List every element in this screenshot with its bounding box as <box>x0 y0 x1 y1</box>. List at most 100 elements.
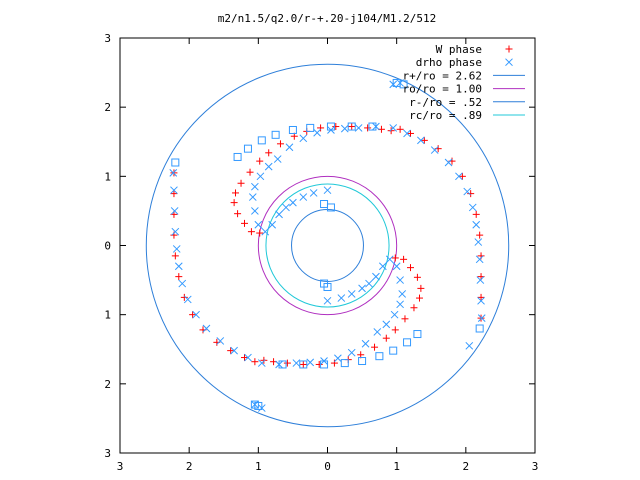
point-series-1-d2 <box>477 296 485 305</box>
x-tick-label: 0 <box>324 460 331 473</box>
circle-2.62 <box>145 63 510 428</box>
point-series-1 <box>172 245 181 253</box>
point-series-1 <box>463 187 472 196</box>
y-tick-label: 2 <box>104 101 111 114</box>
point-series-0 <box>317 124 325 132</box>
point-series-1 <box>216 337 225 345</box>
point-series-1-d2 <box>323 296 332 305</box>
y-tick-label: 2 <box>104 378 111 391</box>
point-series-0 <box>251 358 259 366</box>
point-series-1 <box>254 220 263 229</box>
point-series-1 <box>475 255 484 264</box>
point-series-1 <box>477 296 485 305</box>
point-series-1-d2 <box>358 284 366 293</box>
point-series-1 <box>268 220 277 229</box>
point-series-1-d2 <box>389 124 398 132</box>
point-series-0 <box>241 219 248 227</box>
y-tick-label: 3 <box>104 32 111 45</box>
point-series-0 <box>283 359 291 367</box>
point-series-1 <box>477 314 486 322</box>
circle-0.52 <box>291 209 364 282</box>
point-series-1 <box>347 290 356 298</box>
point-series-0 <box>382 334 390 342</box>
point-series-2 <box>233 152 242 161</box>
point-series-1 <box>398 290 407 298</box>
point-series-0 <box>415 294 423 302</box>
point-series-1 <box>417 136 425 145</box>
point-series-0 <box>371 343 379 351</box>
point-series-2 <box>271 130 280 139</box>
x-tick-label: 1 <box>393 460 400 473</box>
point-series-1 <box>382 320 391 329</box>
point-series-0 <box>400 255 408 263</box>
point-series-1-d2 <box>178 279 187 288</box>
point-series-1-d2 <box>230 346 238 355</box>
data-markers <box>169 78 486 412</box>
point-series-1-d2 <box>251 207 259 215</box>
point-series-1-d2 <box>347 348 356 357</box>
point-series-1-d2 <box>378 262 387 271</box>
legend-label: W phase <box>436 43 482 56</box>
point-series-0 <box>246 168 254 176</box>
point-series-0 <box>299 360 307 368</box>
point-series-1 <box>334 354 342 363</box>
point-series-1 <box>340 124 349 133</box>
point-series-2 <box>257 136 266 145</box>
point-series-1 <box>323 186 332 195</box>
point-series-1 <box>275 210 283 219</box>
point-series-0 <box>472 210 480 218</box>
point-series-1-d2 <box>170 186 178 195</box>
point-series-2 <box>347 122 356 131</box>
point-series-2 <box>326 203 335 212</box>
point-series-0 <box>227 347 235 355</box>
point-series-1-d2 <box>385 255 394 264</box>
point-series-1-d2 <box>474 238 483 246</box>
point-series-0 <box>476 231 484 239</box>
point-series-1-d2 <box>465 341 474 350</box>
point-series-2 <box>475 324 484 333</box>
point-series-2 <box>413 330 422 339</box>
point-series-2 <box>320 279 329 288</box>
legend-marker <box>505 45 513 53</box>
point-series-1 <box>251 182 259 191</box>
point-series-1 <box>396 276 404 284</box>
point-series-1-d2 <box>340 124 349 133</box>
point-series-0 <box>410 304 418 312</box>
point-series-1 <box>323 296 332 305</box>
point-series-1 <box>170 207 179 215</box>
point-series-0 <box>401 315 409 323</box>
point-series-1 <box>396 300 404 309</box>
point-series-1-d2 <box>183 295 192 304</box>
point-series-0 <box>364 124 372 132</box>
point-series-1-d2 <box>256 172 265 181</box>
legend-marker <box>505 58 513 67</box>
point-series-1 <box>178 279 187 288</box>
point-series-1 <box>248 193 257 201</box>
point-series-1 <box>337 294 346 302</box>
point-series-1-d2 <box>361 339 370 348</box>
point-series-0 <box>232 189 240 197</box>
point-series-1-d2 <box>337 294 346 302</box>
point-series-1 <box>251 207 259 215</box>
legend-label: ro/ro = 1.00 <box>403 83 482 96</box>
point-series-2 <box>320 360 329 369</box>
point-series-1-d2 <box>354 124 363 132</box>
point-series-1-d2 <box>299 193 308 201</box>
point-series-0 <box>420 136 428 144</box>
point-series-2 <box>306 123 315 132</box>
point-series-2 <box>320 200 329 208</box>
y-tick-label: 1 <box>104 170 111 183</box>
point-series-2 <box>171 158 180 167</box>
point-series-0 <box>332 123 340 131</box>
point-series-0 <box>315 360 323 368</box>
point-series-1 <box>244 353 252 362</box>
point-series-1-d2 <box>174 262 183 271</box>
point-series-1 <box>476 276 485 284</box>
point-series-2 <box>340 359 349 368</box>
point-series-2 <box>299 360 308 369</box>
point-series-1-d2 <box>477 314 486 322</box>
point-series-1 <box>354 124 363 132</box>
point-series-1 <box>174 262 183 271</box>
point-series-0 <box>467 190 475 198</box>
